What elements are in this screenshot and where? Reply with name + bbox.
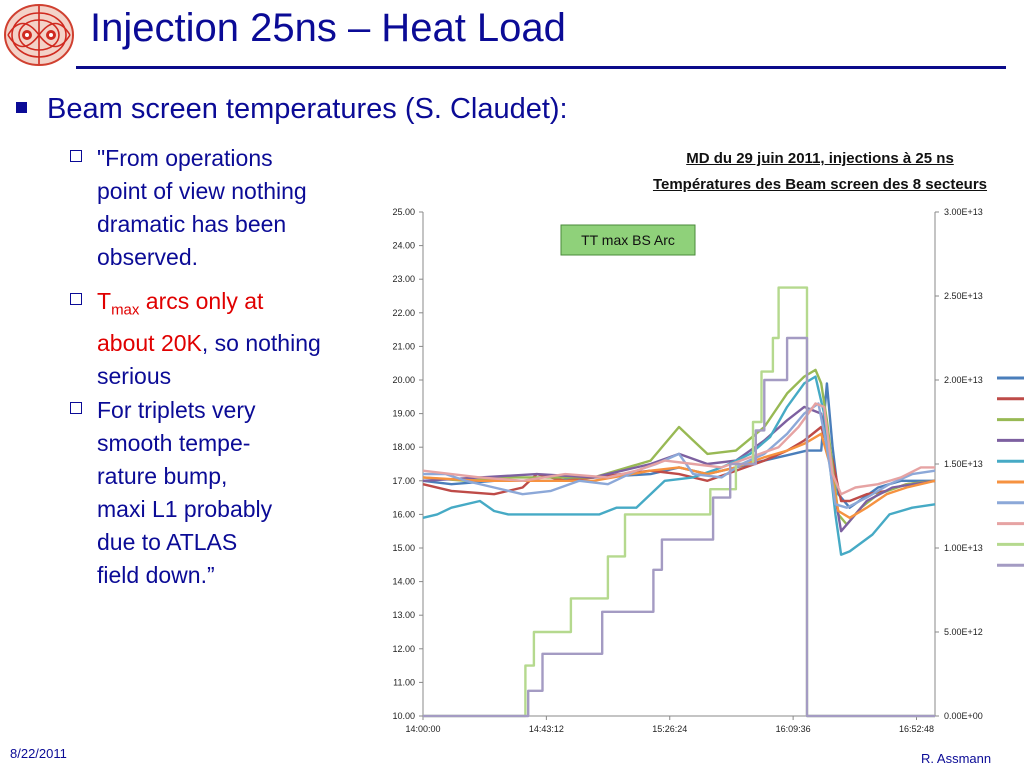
chart-subtitle: Températures des Beam screen des 8 secte… — [652, 176, 988, 193]
sub3-line: rature bump, — [97, 463, 228, 489]
hollow-square-bullet-icon — [70, 150, 82, 162]
cern-lhc-logo — [4, 4, 74, 66]
y-tick-label: 14.00 — [392, 577, 415, 587]
sub3-line: field down.” — [97, 562, 215, 588]
title-underline — [76, 66, 1006, 69]
y2-tick-label: 1.50E+13 — [944, 459, 983, 469]
slide-title: Injection 25ns – Heat Load — [90, 6, 566, 50]
series-line-8 — [422, 402, 935, 496]
tmax-20k: about 20K — [97, 329, 202, 356]
y-tick-label: 25.00 — [392, 207, 415, 217]
main-bullet: Beam screen temperatures (S. Claudet): — [16, 93, 568, 126]
annotation-box — [560, 224, 696, 256]
y-tick-label: 20.00 — [392, 375, 415, 385]
footer-author: R. Assmann — [921, 751, 992, 766]
main-bullet-text: Beam screen temperatures (S. Claudet): — [47, 93, 568, 125]
chart-title: MD du 29 juin 2011, injections à 25 ns — [686, 150, 954, 167]
y-tick-label: 22.00 — [392, 308, 415, 318]
y-tick-label: 12.00 — [392, 644, 415, 654]
y2-tick-label: 3.00E+13 — [944, 207, 983, 217]
sub3-line: maxi L1 probably — [97, 496, 273, 522]
sub3-line: due to ATLAS — [97, 529, 238, 555]
y-tick-label: 13.00 — [392, 610, 415, 620]
y-tick-label: 21.00 — [392, 341, 415, 351]
y2-tick-label: 2.00E+13 — [944, 375, 983, 385]
series-line-9 — [423, 286, 935, 718]
footer-date: 8/22/2011 — [10, 746, 67, 761]
x-tick-label: 16:09:36 — [776, 724, 811, 734]
tmax-rest: arcs only at — [139, 288, 264, 314]
x-tick-label: 16:52:48 — [899, 724, 934, 734]
y-tick-label: 17.00 — [392, 476, 415, 486]
x-tick-label: 14:00:00 — [405, 724, 440, 734]
sub1-line: observed. — [97, 244, 199, 270]
tmax-t: T — [97, 288, 112, 314]
sub3-line: smooth tempe- — [97, 430, 251, 456]
series-line-4 — [422, 405, 936, 533]
y2-tick-label: 2.50E+13 — [944, 291, 983, 301]
y-tick-label: 23.00 — [392, 274, 415, 284]
series-line-7 — [423, 402, 936, 509]
tmax-serious: serious — [97, 362, 172, 389]
tmax-sub: max — [111, 301, 140, 319]
y2-tick-label: 0.00E+00 — [944, 711, 983, 721]
x-tick-label: 14:43:12 — [529, 724, 564, 734]
y-tick-label: 19.00 — [392, 409, 415, 419]
sub1-line: "From operations — [97, 145, 273, 171]
hollow-square-bullet-icon — [70, 293, 82, 305]
series-line-5 — [422, 375, 936, 556]
hollow-square-bullet-icon — [70, 402, 82, 414]
temperature-line-chart: 10.00 11.00 12.00 13.00 14.00 15.00 16.00 17.00… — [392, 207, 1024, 734]
y-tick-label: 24.00 — [392, 241, 415, 251]
sub1-line: point of view nothing — [97, 178, 307, 204]
sub3-line: For triplets very — [97, 397, 256, 423]
sub1-line: dramatic has been — [97, 211, 287, 237]
y2-tick-label: 1.00E+13 — [944, 543, 983, 553]
y-tick-label: 16.00 — [392, 509, 415, 519]
tmax-nothing: , so nothing — [201, 329, 321, 356]
square-bullet-icon — [16, 101, 27, 113]
x-tick-label: 15:26:24 — [652, 724, 687, 734]
series-line-10 — [423, 336, 935, 718]
y-tick-label: 11.00 — [393, 677, 415, 687]
y-tick-label: 18.00 — [392, 442, 415, 452]
annotation-text: TT max BS Arc — [581, 232, 675, 248]
y2-tick-label: 5.00E+12 — [944, 627, 983, 637]
series-line-6 — [422, 432, 936, 519]
y-tick-label: 15.00 — [392, 543, 415, 553]
y-tick-label: 10.00 — [392, 711, 415, 721]
